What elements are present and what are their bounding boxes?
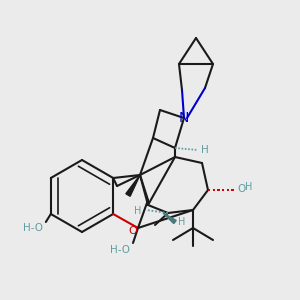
Text: H-O: H-O: [110, 245, 130, 255]
Polygon shape: [163, 213, 176, 224]
Text: O: O: [237, 184, 245, 194]
Text: H: H: [245, 182, 253, 192]
Text: H: H: [201, 145, 209, 155]
Text: O: O: [129, 226, 137, 236]
Polygon shape: [126, 175, 140, 196]
Text: H: H: [134, 206, 142, 216]
Text: H-O: H-O: [23, 223, 43, 233]
Text: N: N: [179, 111, 189, 125]
Text: H: H: [178, 217, 186, 227]
